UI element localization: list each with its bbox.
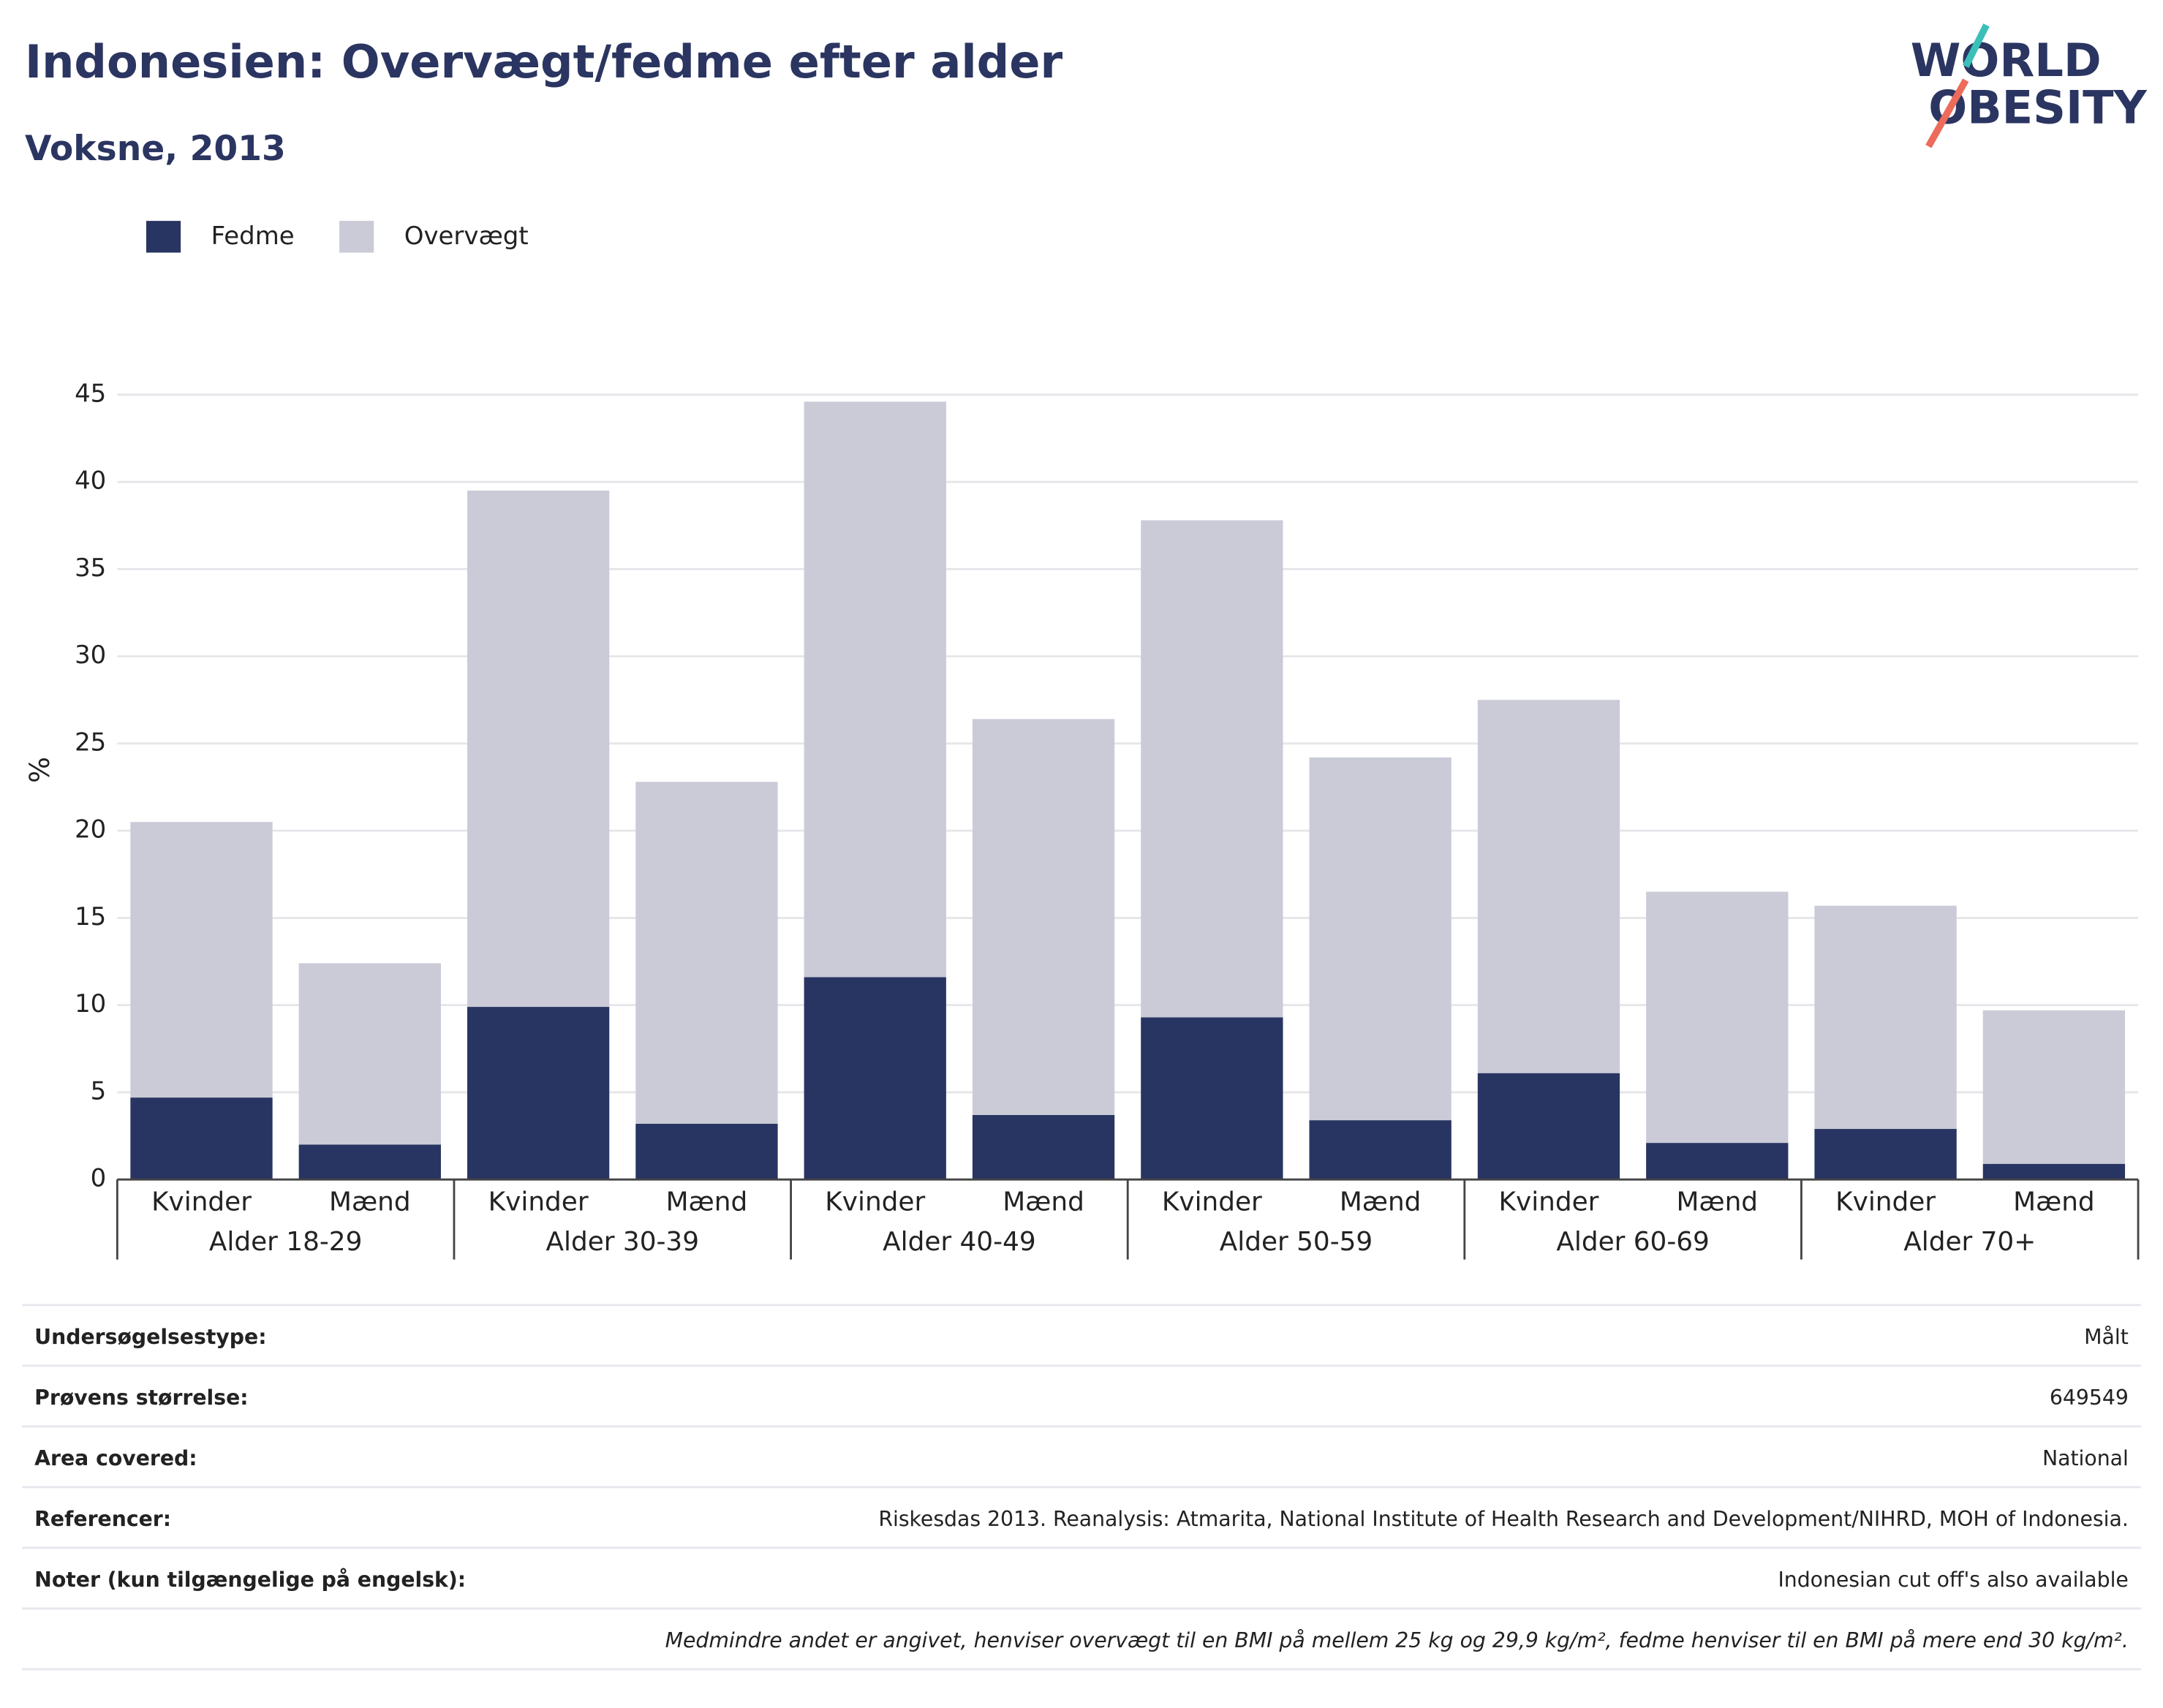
x-tick-label: Kvinder — [1499, 1187, 1599, 1217]
y-tick-label: 5 — [91, 1076, 107, 1106]
info-label: Noter (kun tilgængelige på engelsk): — [34, 1568, 466, 1592]
logo: WORLD OBESITY — [1911, 23, 2148, 148]
bar-segment — [804, 977, 946, 1180]
info-label: Referencer: — [34, 1507, 171, 1531]
y-tick-label: 0 — [91, 1164, 107, 1193]
logo-text: WORLD — [1911, 34, 2102, 87]
bar-segment — [1309, 757, 1452, 1121]
y-tick-label: 20 — [75, 815, 106, 844]
y-tick-label: 35 — [75, 553, 106, 583]
bar-segment — [467, 1007, 610, 1180]
x-group-label: Alder 50-59 — [1220, 1227, 1373, 1257]
x-tick-label: Kvinder — [825, 1187, 925, 1217]
footnote: Medmindre andet er angivet, henviser ove… — [665, 1628, 2129, 1652]
info-value: Riskesdas 2013. Reanalysis: Atmarita, Na… — [878, 1507, 2129, 1531]
y-tick-label: 40 — [75, 466, 106, 496]
bar-segment — [1477, 1073, 1620, 1180]
chart-title: Indonesien: Overvægt/fedme efter alder — [25, 35, 1062, 88]
info-label: Prøvens størrelse: — [34, 1386, 248, 1410]
info-value: Indonesian cut off's also available — [1778, 1568, 2128, 1592]
x-tick-label: Kvinder — [1162, 1187, 1262, 1217]
y-axis-label: % — [23, 757, 56, 783]
chart-subtitle: Voksne, 2013 — [25, 129, 286, 169]
bar-segment — [1141, 520, 1283, 1018]
x-tick-label: Mænd — [1677, 1187, 1759, 1217]
bar-segment — [130, 1097, 273, 1180]
bar-segment — [298, 963, 441, 1145]
bar-segment — [467, 490, 610, 1008]
x-group-label: Alder 70+ — [1903, 1227, 2036, 1257]
info-label: Area covered: — [34, 1446, 197, 1470]
x-tick-label: Mænd — [666, 1187, 748, 1217]
logo-text: OBESITY — [1928, 80, 2147, 134]
logo-slash — [1925, 78, 1969, 148]
bar-segment — [1814, 905, 1957, 1130]
bar-segment — [635, 1123, 778, 1180]
bar-segment — [1982, 1163, 2126, 1180]
x-group-label: Alder 18-29 — [209, 1227, 362, 1257]
bar-segment — [635, 782, 778, 1124]
bar-segment — [1477, 700, 1620, 1073]
y-tick-label: 25 — [75, 728, 106, 757]
info-value: National — [2042, 1446, 2129, 1470]
bar-segment — [1646, 891, 1789, 1144]
legend-swatch — [339, 221, 374, 253]
bar-segment — [804, 401, 946, 978]
bar-segment — [1309, 1120, 1452, 1180]
logo-slash — [1963, 23, 1990, 68]
bar-segment — [298, 1144, 441, 1180]
y-tick-label: 30 — [75, 640, 106, 670]
legend-label: Overvægt — [404, 222, 529, 251]
y-tick-label: 10 — [75, 989, 106, 1019]
info-value: 649549 — [2050, 1386, 2129, 1410]
x-tick-label: Kvinder — [151, 1187, 252, 1217]
x-tick-label: Kvinder — [1835, 1187, 1936, 1217]
bar-segment — [1814, 1129, 1957, 1180]
y-tick-label: 15 — [75, 902, 106, 932]
x-group-label: Alder 60-69 — [1556, 1227, 1709, 1257]
bar-segment — [1141, 1017, 1283, 1180]
x-tick-label: Kvinder — [488, 1187, 589, 1217]
bar-segment — [130, 822, 273, 1098]
x-group-label: Alder 30-39 — [546, 1227, 699, 1257]
bar-segment — [1982, 1010, 2126, 1164]
info-value: Målt — [2084, 1325, 2129, 1349]
legend-swatch — [146, 221, 181, 253]
x-tick-label: Mænd — [1340, 1187, 1422, 1217]
x-tick-label: Mænd — [329, 1187, 411, 1217]
legend-label: Fedme — [211, 222, 295, 251]
y-tick-label: 45 — [75, 379, 106, 408]
x-tick-label: Mænd — [2013, 1187, 2095, 1217]
bar-segment — [972, 719, 1115, 1115]
bar-segment — [972, 1114, 1115, 1180]
info-label: Undersøgelsestype: — [34, 1325, 266, 1349]
x-tick-label: Mænd — [1003, 1187, 1084, 1217]
x-group-label: Alder 40-49 — [883, 1227, 1035, 1257]
bar-segment — [1646, 1143, 1789, 1180]
